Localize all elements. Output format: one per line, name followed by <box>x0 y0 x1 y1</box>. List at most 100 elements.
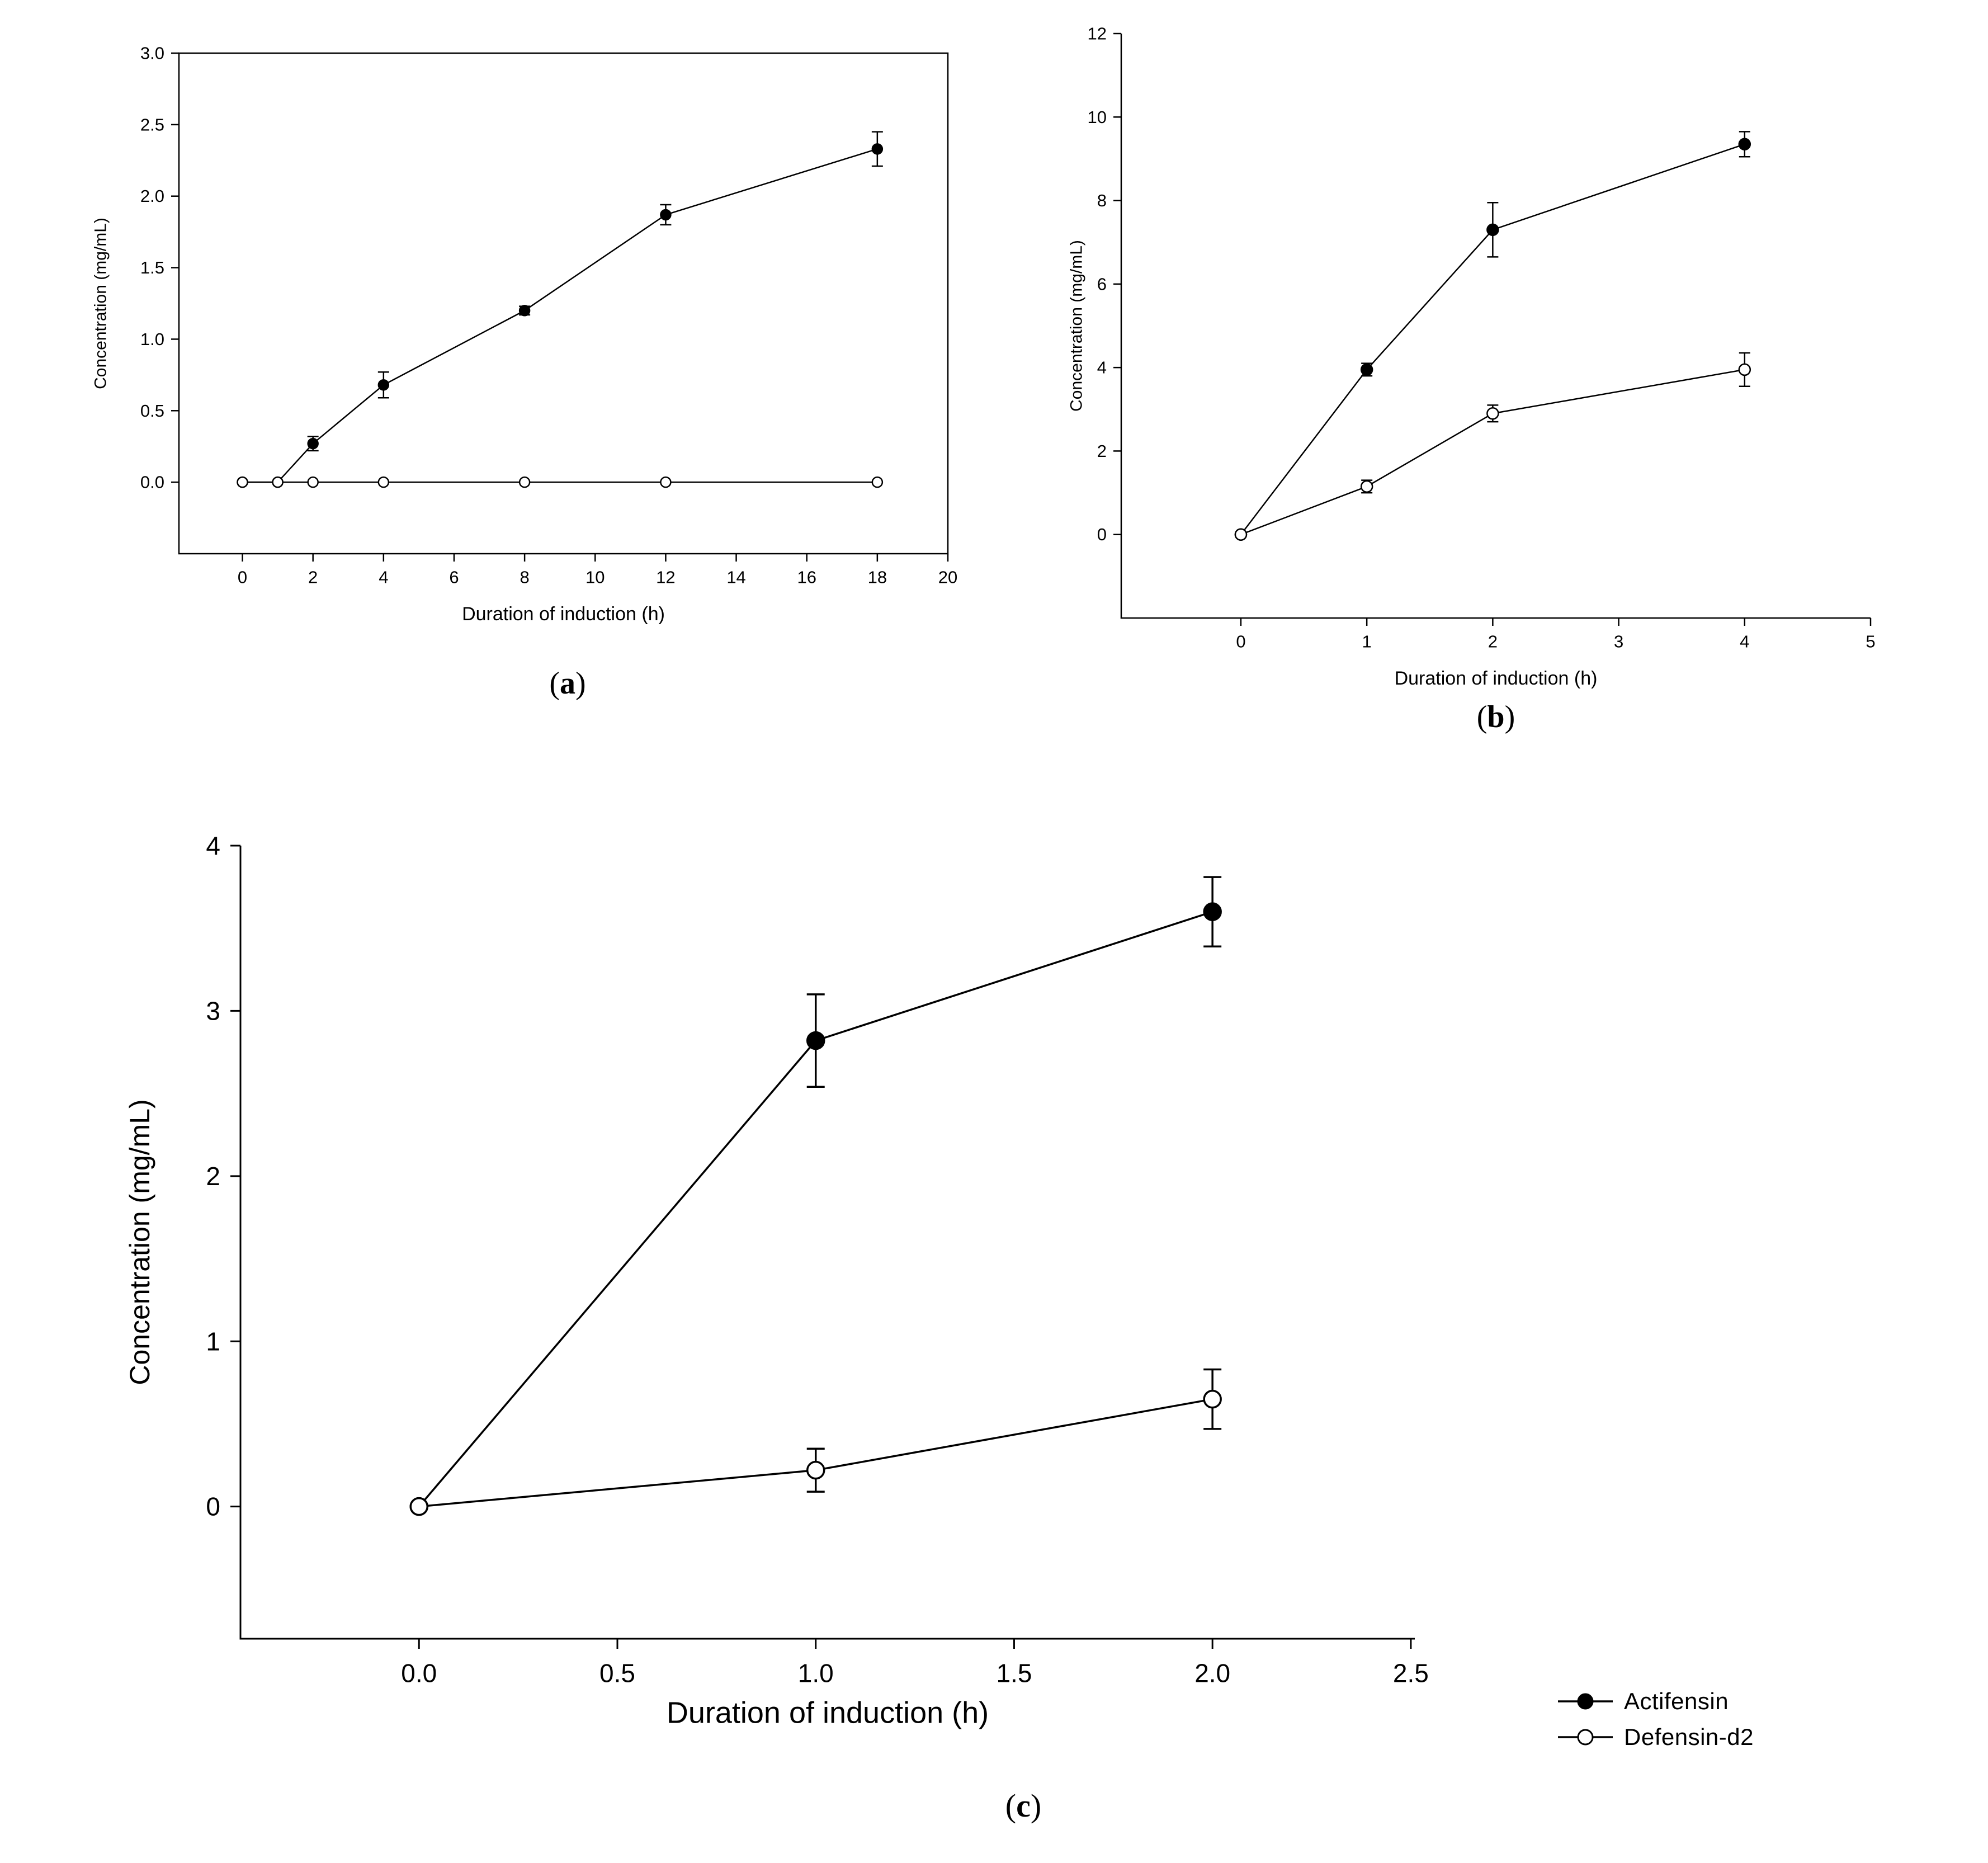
x-tick-label: 0.0 <box>401 1659 437 1688</box>
x-tick-label: 1.0 <box>798 1659 834 1688</box>
series-actifensin <box>1234 131 1751 541</box>
data-point <box>1203 1389 1222 1409</box>
series-actifensin <box>237 131 884 488</box>
legend-label-defensin-d2: Defensin-d2 <box>1624 1724 1754 1750</box>
x-axis-label: Duration of induction (h) <box>462 603 665 625</box>
y-tick-label: 1.0 <box>140 329 164 349</box>
chart-panel-b: 0 1 2 3 4 5 0 2 4 6 8 10 12 Duration of induction (h)… <box>1035 0 1988 705</box>
y-tick-label: 1 <box>206 1327 220 1356</box>
series-line <box>1240 143 1745 535</box>
y-tick-label: 0 <box>1097 525 1107 544</box>
filled-circle-marker-icon <box>1558 1693 1613 1710</box>
panel-label-b-letter: b <box>1487 700 1505 734</box>
legend: Actifensin Defensin-d2 <box>1555 1683 1754 1755</box>
x-tick-label: 4 <box>1740 631 1749 651</box>
y-tick-label: 4 <box>1097 358 1107 378</box>
panel-label-b-suffix: ) <box>1504 700 1515 734</box>
x-tick-label: 2.5 <box>1393 1659 1429 1688</box>
axes-a <box>178 52 949 555</box>
data-point <box>307 437 319 450</box>
data-point <box>518 476 531 488</box>
x-tick-label: 2 <box>1488 631 1498 651</box>
plot-frame <box>239 846 1415 1640</box>
panel-label-c-letter: c <box>1016 1787 1031 1824</box>
series-line <box>242 148 878 483</box>
y-tick-label: 6 <box>1097 274 1107 294</box>
chart-panel-a: 0 2 4 6 8 10 12 14 16 18 20 0.0 0.5 1.0 1.5 2.0 2.5 3.0 Du… <box>56 11 1007 671</box>
data-point <box>377 379 390 391</box>
panel-label-c: (c) <box>962 1787 1085 1824</box>
axes-c <box>239 846 1415 1640</box>
data-point <box>806 1460 825 1480</box>
data-point <box>377 476 390 488</box>
x-tick-label: 6 <box>449 567 459 587</box>
x-tick-label: 0 <box>1236 631 1245 651</box>
data-point <box>409 1497 429 1516</box>
x-tick-label: 18 <box>868 567 887 587</box>
chart-a-svg: 0 2 4 6 8 10 12 14 16 18 20 0.0 0.5 1.0 1.5 2.0 2.5 3.0 Du… <box>92 44 958 625</box>
x-tick-label: 1 <box>1362 631 1372 651</box>
axes-b <box>1120 34 1871 619</box>
data-point <box>1203 902 1222 921</box>
panel-label-a-prefix: ( <box>549 666 560 701</box>
panel-label-c-prefix: ( <box>1005 1787 1017 1824</box>
y-tick-label: 2 <box>206 1162 220 1191</box>
panel-label-a-letter: a <box>560 666 575 701</box>
x-tick-label: 2 <box>308 567 318 587</box>
data-point <box>1486 223 1499 237</box>
panel-label-a: (a) <box>506 666 629 701</box>
data-point <box>1360 480 1373 493</box>
data-point <box>1360 363 1373 376</box>
y-tick-label: 1.5 <box>140 258 164 277</box>
ticks-b <box>1113 32 1872 626</box>
y-tick-label: 0.0 <box>140 473 164 492</box>
chart-c-svg: 0.0 0.5 1.0 1.5 2.0 2.5 0 1 2 3 4 Duration of induc… <box>124 831 1429 1729</box>
panel-label-b: (b) <box>1434 699 1557 735</box>
y-tick-label: 4 <box>206 831 220 860</box>
x-tick-label: 12 <box>656 567 675 587</box>
x-tick-label: 8 <box>520 567 529 587</box>
data-point <box>272 476 284 488</box>
data-point <box>237 476 248 488</box>
data-point <box>1486 407 1499 420</box>
data-point <box>307 476 319 488</box>
legend-entry-actifensin: Actifensin <box>1555 1683 1754 1719</box>
x-tick-label: 5 <box>1866 631 1875 651</box>
data-point <box>1738 138 1751 151</box>
y-axis-label: Concentration (mg/mL) <box>124 1099 155 1385</box>
y-tick-label: 2.5 <box>140 115 164 134</box>
x-tick-label: 2.0 <box>1194 1659 1230 1688</box>
y-axis-label: Concentration (mg/mL) <box>1068 240 1086 412</box>
x-axis-label: Duration of induction (h) <box>1395 668 1598 689</box>
data-point <box>660 209 672 221</box>
series-defensin-d2 <box>237 476 884 488</box>
x-tick-label: 20 <box>938 567 957 587</box>
series-defensin-d2 <box>1234 352 1751 541</box>
panel-label-a-suffix: ) <box>575 666 586 701</box>
y-tick-label: 2.0 <box>140 186 164 206</box>
plot-frame <box>1120 34 1871 619</box>
x-tick-label: 10 <box>585 567 605 587</box>
x-tick-label: 1.5 <box>996 1659 1032 1688</box>
y-tick-label: 0.5 <box>140 401 164 421</box>
x-tick-label: 0 <box>238 567 247 587</box>
data-point <box>660 476 672 488</box>
x-tick-label: 16 <box>797 567 816 587</box>
ticks-c <box>230 845 1412 1649</box>
y-tick-label: 8 <box>1097 191 1107 210</box>
y-tick-label: 3.0 <box>140 44 164 63</box>
legend-label-actifensin: Actifensin <box>1624 1688 1729 1714</box>
data-point <box>871 476 884 488</box>
series-line <box>1240 369 1745 535</box>
data-point <box>806 1031 825 1050</box>
panel-label-b-prefix: ( <box>1476 700 1488 734</box>
x-axis-label: Duration of induction (h) <box>667 1696 989 1729</box>
x-tick-label: 0.5 <box>599 1659 635 1688</box>
data-point <box>871 143 884 155</box>
x-tick-label: 3 <box>1614 631 1623 651</box>
data-point <box>1234 528 1248 541</box>
ticks-a <box>171 52 949 562</box>
x-tick-label: 14 <box>726 567 745 587</box>
